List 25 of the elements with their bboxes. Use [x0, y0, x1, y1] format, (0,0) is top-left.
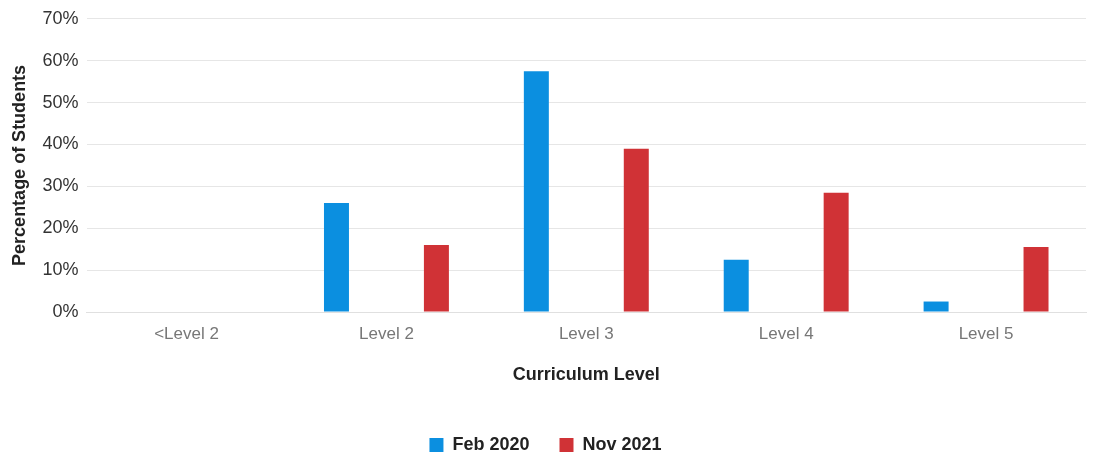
y-tick-label: 40% — [42, 133, 79, 154]
y-axis-title: Percentage of Students — [8, 64, 29, 266]
bar — [823, 192, 849, 312]
bar — [523, 71, 549, 312]
bar — [423, 244, 449, 312]
bar — [723, 259, 749, 312]
y-tick-label: 50% — [42, 91, 79, 112]
y-tick-label: 0% — [52, 300, 79, 321]
x-tick-label: <Level 2 — [154, 323, 219, 343]
y-tick-label: 30% — [42, 175, 79, 196]
y-tick-label: 20% — [42, 217, 79, 238]
x-tick-label: Level 3 — [558, 323, 614, 343]
x-tick-label: Level 4 — [758, 323, 814, 343]
legend-label: Nov 2021 — [582, 433, 662, 454]
y-tick-label: 60% — [42, 49, 79, 70]
bar — [1023, 247, 1049, 312]
y-tick-label: 10% — [42, 259, 79, 280]
x-tick-label: Level 2 — [359, 323, 414, 343]
x-axis-title: Curriculum Level — [512, 364, 660, 385]
bar — [623, 148, 649, 312]
x-tick-label: Level 5 — [958, 323, 1014, 343]
legend-label: Feb 2020 — [452, 433, 530, 454]
bar — [323, 203, 349, 312]
bar — [923, 301, 949, 312]
y-tick-label: 70% — [42, 7, 79, 28]
